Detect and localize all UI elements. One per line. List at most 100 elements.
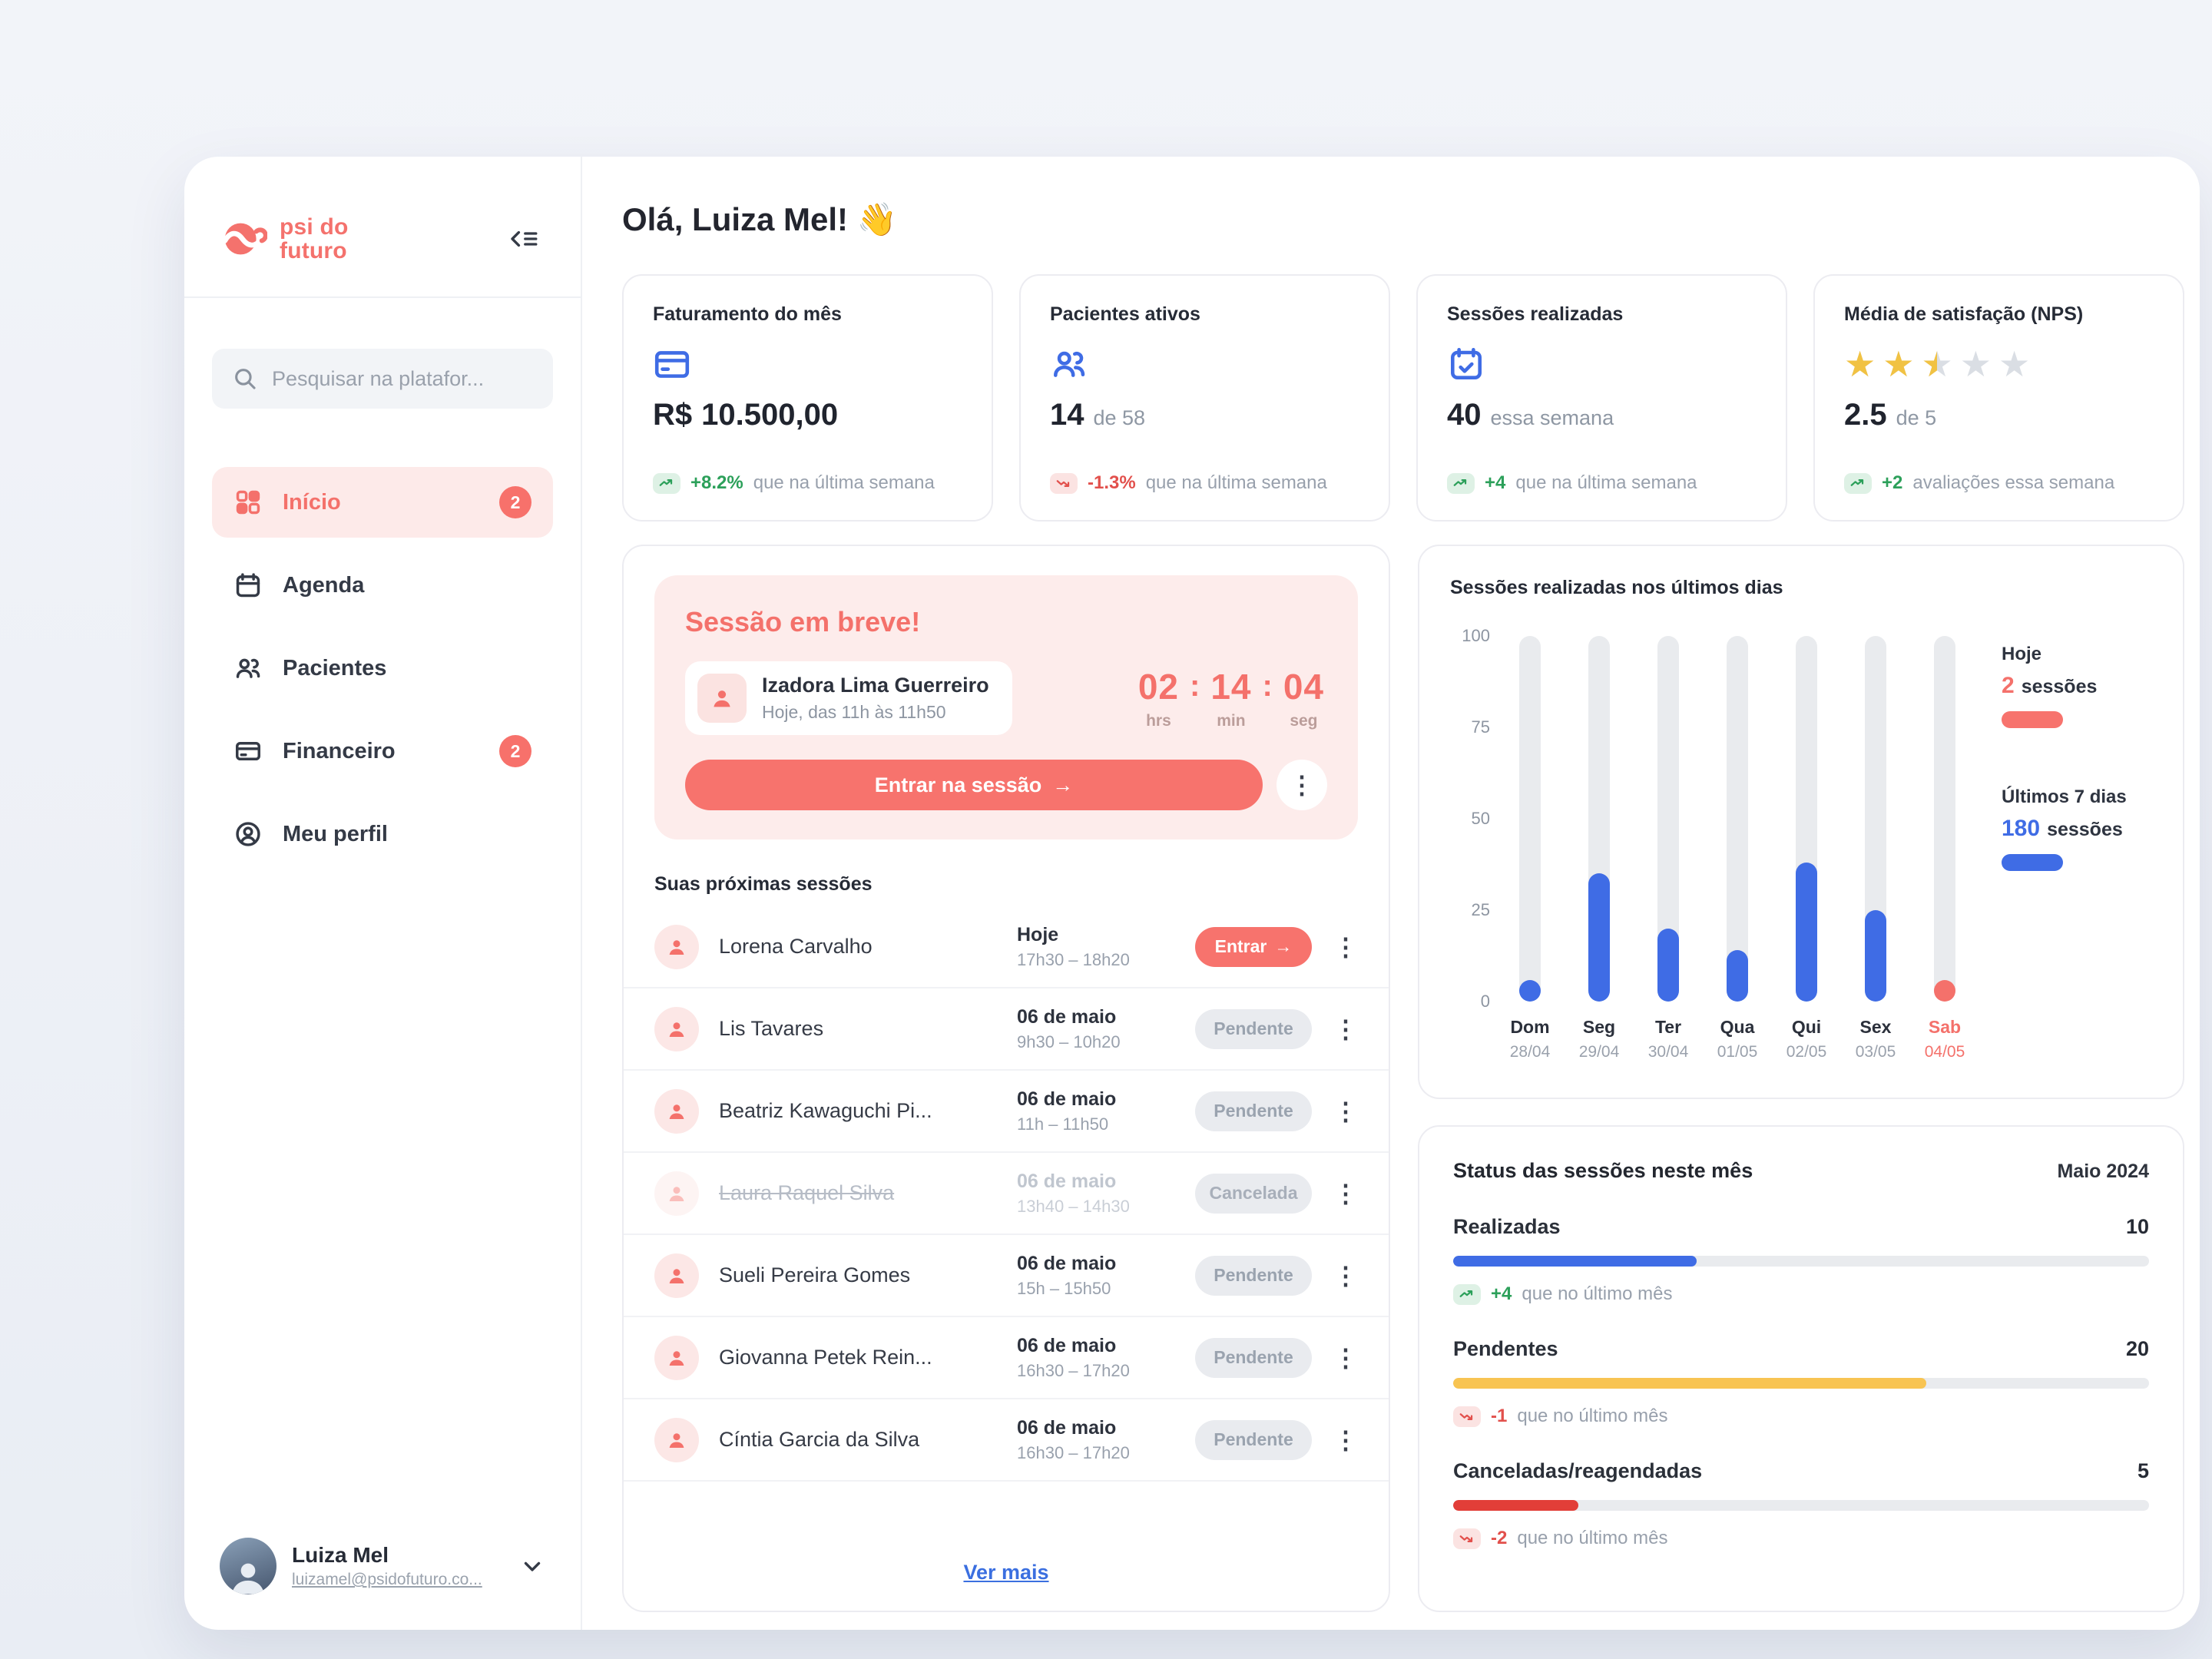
patients-icon <box>1050 344 1359 384</box>
search-input[interactable] <box>272 366 533 391</box>
see-more-link[interactable]: Ver mais <box>963 1561 1049 1584</box>
kebab-icon: ⋮ <box>1333 1426 1358 1454</box>
star-icon: ★★ <box>1959 344 1992 384</box>
chart-bar: Sab 04/05 <box>1925 636 1965 1061</box>
collapse-sidebar-icon <box>511 230 538 247</box>
session-row: Sueli Pereira Gomes 06 de maio 15h – 15h… <box>624 1235 1389 1317</box>
sidebar-item-agenda[interactable]: Agenda <box>212 550 553 621</box>
progress-fill <box>1453 1500 1579 1511</box>
session-list: Lorena Carvalho Hoje 17h30 – 18h20 Entra… <box>624 906 1389 1482</box>
patient-name: Lorena Carvalho <box>719 935 873 958</box>
trend-up-icon <box>653 472 680 494</box>
session-row: Beatriz Kawaguchi Pi... 06 de maio 11h –… <box>624 1071 1389 1153</box>
stat-title: Faturamento do mês <box>653 303 842 325</box>
banner-more-button[interactable]: ⋮ <box>1277 760 1327 810</box>
patient-name: Laura Raquel Silva <box>719 1181 895 1204</box>
sidebar-item-financeiro[interactable]: Financeiro 2 <box>212 716 553 786</box>
logo: psi do futuro <box>212 190 553 276</box>
patient-avatar <box>654 1088 699 1134</box>
session-when: 06 de maio 13h40 – 14h30 <box>1017 1170 1130 1216</box>
chart-y-axis: 100 75 50 25 0 <box>1462 626 1490 1011</box>
sessions-chart-card: Sessões realizadas nos últimos dias 100 … <box>1418 545 2184 1099</box>
collapse-sidebar-button[interactable] <box>502 220 544 257</box>
patient-avatar <box>654 1417 699 1462</box>
row-more-button[interactable]: ⋮ <box>1333 1428 1358 1452</box>
progress-track <box>1453 1500 2149 1511</box>
patient-name: Izadora Lima Guerreiro <box>762 674 989 697</box>
calendar-check-icon <box>1447 344 1757 384</box>
session-when: 06 de maio 11h – 11h50 <box>1017 1088 1117 1134</box>
session-when: 06 de maio 15h – 15h50 <box>1017 1252 1117 1298</box>
stat-delta: +4 que na última semana <box>1447 472 1757 494</box>
row-more-button[interactable]: ⋮ <box>1333 1181 1358 1206</box>
stat-delta: -1.3% que na última semana <box>1050 472 1359 494</box>
enter-session-button[interactable]: Entrar na sessão → <box>685 760 1263 810</box>
progress-fill <box>1453 1378 1927 1389</box>
legend-item-hoje: Hoje 2 sessões <box>2002 644 2152 728</box>
kebab-icon: ⋮ <box>1333 1097 1358 1125</box>
row-more-button[interactable]: ⋮ <box>1333 935 1358 959</box>
legend-swatch <box>2002 711 2063 728</box>
trend-down-icon <box>1050 472 1078 494</box>
patient-avatar <box>654 924 699 969</box>
stat-card-sessoes: Sessões realizadas 40 essa semana +4 que … <box>1416 274 1787 522</box>
patient-name: Lis Tavares <box>719 1017 824 1040</box>
session-schedule: Hoje, das 11h às 11h50 <box>762 702 946 722</box>
status-badge: Pendente <box>1195 1091 1312 1131</box>
session-when: 06 de maio 16h30 – 17h20 <box>1017 1334 1130 1380</box>
row-more-button[interactable]: ⋮ <box>1333 1263 1358 1288</box>
kebab-icon: ⋮ <box>1333 1179 1358 1207</box>
sidebar-item-label: Pacientes <box>283 655 387 680</box>
patient-avatar <box>654 1253 699 1298</box>
stat-value: 2.5 de 5 <box>1844 398 1937 432</box>
sidebar-item-label: Financeiro <box>283 738 396 763</box>
status-row-canceladas: Canceladas/reagendadas 5 -2 que no últim… <box>1453 1459 2149 1549</box>
stat-value: 14 de 58 <box>1050 398 1146 432</box>
logo-text: psi do futuro <box>280 214 349 263</box>
chart-title: Sessões realizadas nos últimos dias <box>1450 577 1783 598</box>
sidebar-item-inicio[interactable]: Início 2 <box>212 467 553 538</box>
patient-avatar <box>697 674 747 723</box>
next-sessions-title: Suas próximas sessões <box>654 873 873 895</box>
row-more-button[interactable]: ⋮ <box>1333 1017 1358 1041</box>
sidebar-item-meu-perfil[interactable]: Meu perfil <box>212 799 553 869</box>
sidebar: psi do futuro <box>184 157 582 1630</box>
trend-up-icon <box>1844 472 1872 494</box>
patient-info: Izadora Lima Guerreiro Hoje, das 11h às … <box>762 674 989 723</box>
credit-card-icon <box>233 737 263 766</box>
session-row: Cíntia Garcia da Silva 06 de maio 16h30 … <box>624 1399 1389 1482</box>
chart-bar: Ter 30/04 <box>1648 636 1688 1061</box>
patient-name: Cíntia Garcia da Silva <box>719 1428 920 1451</box>
patient-avatar <box>654 1335 699 1380</box>
star-icon: ★★ <box>1883 344 1915 384</box>
avatar <box>220 1538 276 1594</box>
kebab-icon: ⋮ <box>1290 771 1314 799</box>
star-icon: ★★ <box>1844 344 1876 384</box>
banner-title: Sessão em breve! <box>685 606 921 637</box>
kebab-icon: ⋮ <box>1333 932 1358 961</box>
patient-name: Giovanna Petek Rein... <box>719 1346 932 1369</box>
sidebar-item-pacientes[interactable]: Pacientes <box>212 633 553 704</box>
enter-session-button[interactable]: Entrar → <box>1195 926 1312 967</box>
sidebar-item-label: Início <box>283 489 341 515</box>
row-more-button[interactable]: ⋮ <box>1333 1346 1358 1370</box>
kebab-icon: ⋮ <box>1333 1261 1358 1290</box>
chart-bar: Seg 29/04 <box>1579 636 1619 1061</box>
stat-card-faturamento: Faturamento do mês R$ 10.500,00 +8.2% que… <box>622 274 993 522</box>
trend-up-icon <box>1453 1283 1481 1305</box>
row-more-button[interactable]: ⋮ <box>1333 1099 1358 1124</box>
grid-icon <box>233 488 263 517</box>
user-menu[interactable]: Luiza Mel luizamel@psidofuturo.co... <box>212 1527 553 1599</box>
chevron-down-icon[interactable] <box>519 1553 545 1579</box>
user-email: luizamel@psidofuturo.co... <box>292 1571 482 1588</box>
session-when: Hoje 17h30 – 18h20 <box>1017 923 1130 969</box>
chart-bar: Qua 01/05 <box>1717 636 1757 1061</box>
status-card-title: Status das sessões neste mês <box>1453 1159 1753 1182</box>
progress-fill <box>1453 1256 1697 1267</box>
status-row-realizadas: Realizadas 10 +4 que no último mês <box>1453 1215 2149 1305</box>
sessions-panel: Sessão em breve! Izadora Lima Guerreiro … <box>622 545 1390 1612</box>
legend-swatch <box>2002 854 2063 871</box>
chart-bar: Sex 03/05 <box>1856 636 1896 1061</box>
chart-bars: Dom 28/04 Seg 29/04 Ter 30/04 <box>1510 636 1965 1061</box>
search-box[interactable] <box>212 349 553 409</box>
